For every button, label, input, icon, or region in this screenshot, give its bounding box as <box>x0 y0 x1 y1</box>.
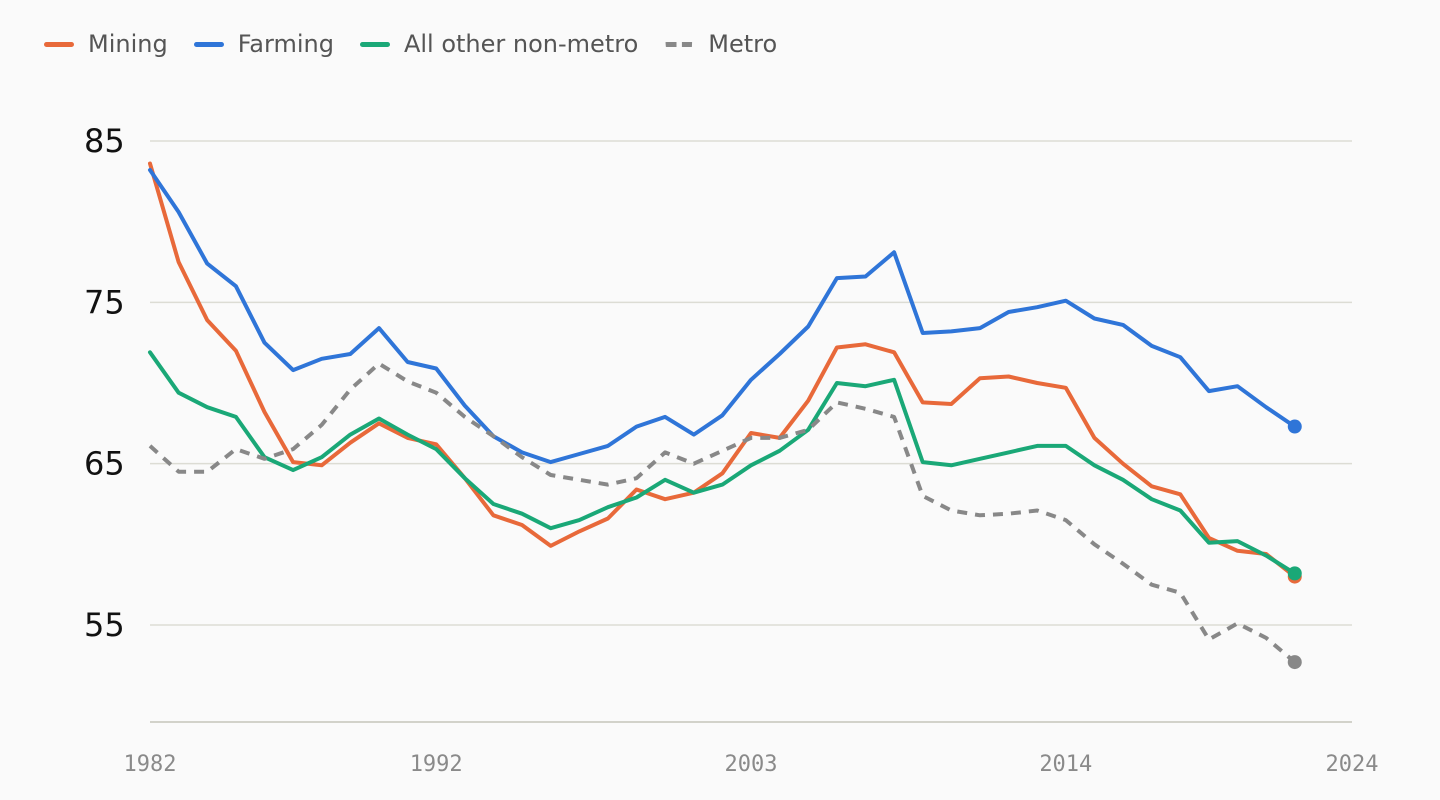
legend-swatch-mining <box>44 41 74 47</box>
legend-label-metro: Metro <box>708 30 778 58</box>
legend-swatch-other-nonmetro <box>359 41 390 47</box>
x-tick-label: 1982 <box>124 752 177 777</box>
legend-item-mining[interactable]: Mining <box>44 30 168 58</box>
series-line-1 <box>148 168 1297 465</box>
legend-label-other-nonmetro: All other non-metro <box>403 30 639 58</box>
legend-label-farming: Farming <box>237 30 334 58</box>
x-tick-label: 2003 <box>725 752 778 777</box>
legend-item-farming[interactable]: Farming <box>193 30 334 58</box>
series-end-point-2 <box>1287 566 1302 581</box>
series-line-0 <box>148 161 1297 579</box>
series-end-point-1 <box>1287 419 1302 434</box>
legend-swatch-farming <box>193 41 224 47</box>
series-line-3 <box>148 361 1297 664</box>
x-tick-label: 2014 <box>1039 752 1092 777</box>
legend-swatch-metro <box>664 41 695 47</box>
x-tick-label: 2024 <box>1326 752 1379 777</box>
legend-label-mining: Mining <box>88 30 168 58</box>
y-tick-label: 75 <box>84 283 125 321</box>
y-tick-label: 85 <box>84 122 125 160</box>
series-end-point-3 <box>1287 655 1302 670</box>
chart-legend: Mining Farming All other non-metro Metro <box>44 30 803 58</box>
y-tick-label: 55 <box>84 606 125 644</box>
x-tick-label: 1992 <box>410 752 463 777</box>
legend-item-other-nonmetro[interactable]: All other non-metro <box>359 30 639 58</box>
legend-item-metro[interactable]: Metro <box>664 30 777 58</box>
series-line-2 <box>148 350 1297 576</box>
y-tick-label: 65 <box>84 445 125 483</box>
